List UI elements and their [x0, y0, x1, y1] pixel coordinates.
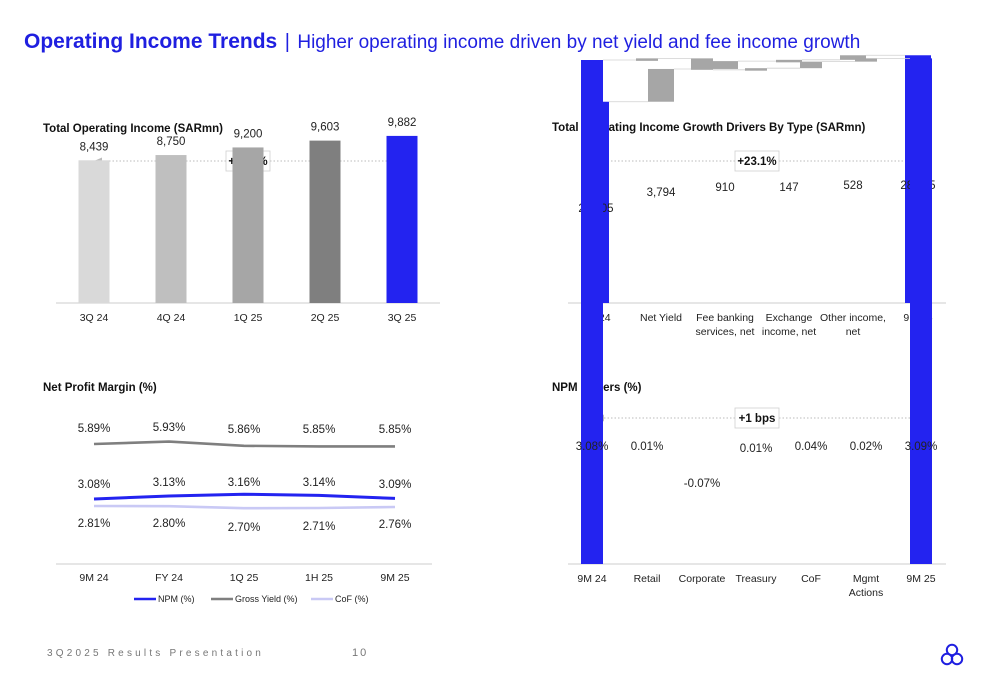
npm-data-label: 5.86% [228, 424, 261, 436]
npm-drivers-data-label: 3.08% [576, 441, 609, 453]
npm-data-label: 5.85% [379, 424, 412, 436]
npm-data-label: 2.81% [78, 518, 111, 530]
npm-data-label: 5.89% [78, 423, 111, 435]
drivers-data-label: 147 [779, 182, 798, 194]
drivers-growth-label: +23.1% [737, 156, 776, 168]
npm-drivers-data-label: 0.04% [795, 441, 828, 453]
legend-label: NPM (%) [158, 594, 195, 604]
toi-tick-label: 3Q 25 [388, 312, 417, 324]
drivers-tick-label: Fee banking [696, 312, 754, 324]
legend-label: CoF (%) [335, 594, 369, 604]
drivers-tick-label: net [846, 326, 861, 338]
toi-bar [155, 155, 187, 303]
npm-data-label: 3.13% [153, 477, 186, 489]
npm-series-line [93, 440, 395, 448]
drivers-growth-box [734, 150, 780, 172]
npm-drivers-bar [910, 58, 932, 564]
drivers-tick-label: Exchange [766, 312, 813, 324]
drivers-bar [776, 59, 802, 63]
drivers-data-label: 910 [715, 182, 734, 194]
npm-data-label: 3.09% [379, 479, 412, 491]
npm-drivers-bar [691, 58, 713, 70]
npm-drivers-data-label: 0.01% [740, 443, 773, 455]
npm-data-label: 2.71% [303, 521, 336, 533]
npm-drivers-bar [800, 61, 822, 69]
drivers-data-label: 528 [843, 180, 862, 192]
toi-data-label: 9,200 [234, 128, 263, 140]
npm-drivers-growth-box [734, 407, 780, 429]
npm-series-line [93, 504, 396, 510]
toi-bar [232, 147, 264, 303]
npm-drivers-bar [745, 68, 767, 71]
chart-title-total-operating-income: Total Operating Income (SARmn) [43, 123, 223, 135]
toi-bar [309, 140, 341, 303]
npm-data-label: 5.85% [303, 424, 336, 436]
page-title-main: Operating Income Trends [24, 30, 278, 53]
npm-series-line [93, 492, 396, 501]
drivers-bar [840, 55, 866, 60]
chart-title-growth-drivers: Total Operating Income Growth Drivers By… [552, 122, 866, 134]
drivers-bar [712, 61, 738, 69]
page-subtitle: Higher operating income driven by net yi… [297, 32, 861, 53]
drivers-tick-label: Other income, [820, 312, 886, 324]
toi-bar [78, 160, 110, 303]
npm-drivers-tick-label: Corporate [679, 573, 726, 585]
npm-drivers-tick-label: Mgmt [853, 573, 879, 585]
npm-data-label: 2.70% [228, 522, 261, 534]
chart-title-net-profit-margin: Net Profit Margin (%) [43, 382, 157, 394]
npm-data-label: 3.16% [228, 477, 261, 489]
npm-tick-label: 1Q 25 [230, 572, 259, 584]
toi-tick-label: 1Q 25 [234, 312, 263, 324]
toi-data-label: 8,439 [80, 141, 109, 153]
npm-drivers-tick-label: CoF [801, 573, 821, 585]
npm-drivers-growth-label: +1 bps [739, 413, 776, 425]
toi-bar [386, 135, 418, 303]
npm-tick-label: FY 24 [155, 572, 183, 584]
npm-drivers-bar [855, 58, 877, 62]
toi-tick-label: 3Q 24 [80, 312, 109, 324]
npm-drivers-data-label: 0.01% [631, 441, 664, 453]
legend-label: Gross Yield (%) [235, 594, 298, 604]
npm-data-label: 3.08% [78, 479, 111, 491]
npm-drivers-tick-label: Treasury [735, 573, 777, 585]
npm-drivers-data-label: -0.07% [684, 478, 720, 490]
npm-data-label: 2.76% [379, 519, 412, 531]
npm-drivers-data-label: 3.09% [905, 441, 938, 453]
npm-data-label: 3.14% [303, 477, 336, 489]
drivers-data-label: 3,794 [647, 187, 676, 199]
npm-tick-label: 9M 24 [79, 572, 108, 584]
title-separator: | [284, 31, 290, 53]
npm-drivers-tick-label: Retail [634, 573, 661, 585]
footer-text: 3Q2025 Results Presentation [47, 648, 265, 659]
toi-data-label: 9,603 [311, 122, 340, 134]
toi-data-label: 9,882 [388, 117, 417, 129]
npm-drivers-tick-label: 9M 25 [906, 573, 935, 585]
page-number: 10 [352, 647, 369, 659]
npm-drivers-data-label: 0.02% [850, 441, 883, 453]
toi-tick-label: 2Q 25 [311, 312, 340, 324]
drivers-tick-label: income, net [762, 326, 816, 338]
npm-drivers-tick-label: 9M 24 [577, 573, 606, 585]
npm-drivers-bar [581, 60, 603, 564]
npm-data-label: 2.80% [153, 518, 186, 530]
page-title: Operating Income Trends | Higher operati… [24, 30, 860, 54]
npm-drivers-tick-label: Actions [849, 587, 883, 599]
npm-tick-label: 9M 25 [380, 572, 409, 584]
toi-data-label: 8,750 [157, 136, 186, 148]
npm-drivers-bar [636, 58, 658, 61]
drivers-bar [648, 68, 674, 102]
drivers-tick-label: Net Yield [640, 312, 682, 324]
drivers-tick-label: services, net [696, 326, 755, 338]
npm-tick-label: 1H 25 [305, 572, 333, 584]
toi-tick-label: 4Q 24 [157, 312, 186, 324]
npm-data-label: 5.93% [153, 422, 186, 434]
brand-logo-icon [940, 643, 964, 666]
